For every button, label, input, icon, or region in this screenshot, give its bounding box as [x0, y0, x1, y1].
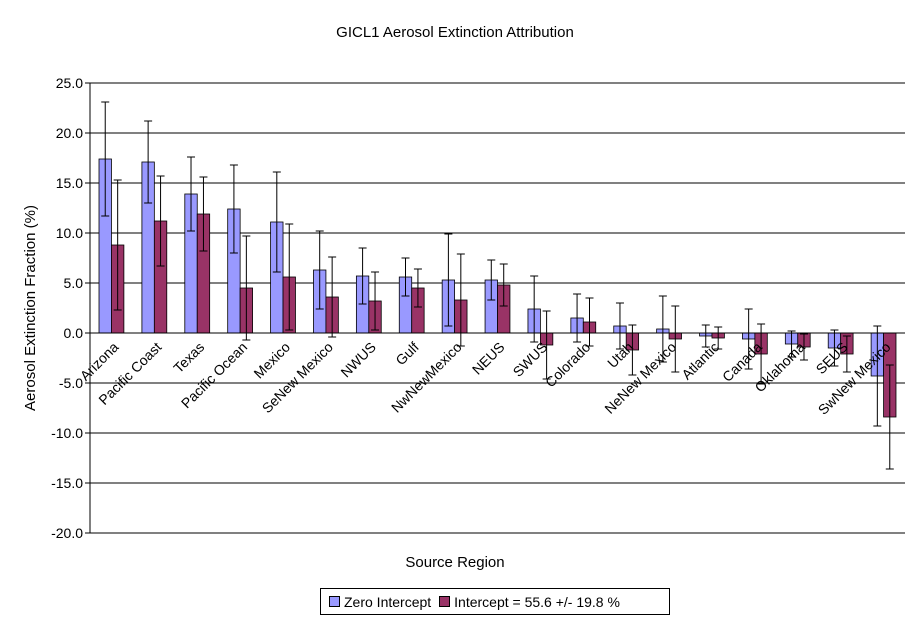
category-label: Atlantic: [678, 339, 722, 383]
y-tick-label: 10.0: [56, 225, 83, 241]
y-tick-label: 25.0: [56, 75, 83, 91]
y-tick-label: 0.0: [64, 325, 84, 341]
y-tick-label: -20.0: [51, 525, 83, 541]
legend-item-intercept: Intercept = 55.6 +/- 19.8 %: [439, 594, 620, 610]
category-label: Mexico: [250, 339, 293, 382]
y-tick-label: 20.0: [56, 125, 83, 141]
y-tick-label: -15.0: [51, 475, 83, 491]
category-label: NEUS: [469, 339, 508, 378]
x-axis-title: Source Region: [405, 554, 504, 571]
chart-title: GICL1 Aerosol Extinction Attribution: [336, 24, 574, 41]
legend-label-intercept: Intercept = 55.6 +/- 19.8 %: [454, 593, 620, 610]
y-tick-label: 15.0: [56, 175, 83, 191]
error-bars-group: [101, 101, 894, 470]
y-axis-title: Aerosol Extinction Fraction (%): [22, 205, 39, 411]
y-tick-labels: 25.0 20.0 15.0 10.0 5.0 0.0 -5.0 -10.0 -15.0 -20.…: [51, 75, 83, 541]
category-label: SWUS: [510, 339, 551, 380]
category-label: Gulf: [392, 339, 422, 369]
y-tick-label: 5.0: [64, 275, 84, 291]
legend-item-zero-intercept: Zero Intercept: [329, 594, 431, 610]
legend-swatch-zero-intercept: [329, 596, 340, 607]
legend: Zero Intercept Intercept = 55.6 +/- 19.8…: [320, 588, 670, 615]
y-tick-label: -10.0: [51, 425, 83, 441]
category-label: Texas: [170, 339, 207, 376]
legend-label-zero-intercept: Zero Intercept: [344, 593, 432, 610]
category-label: NWUS: [337, 339, 379, 381]
y-tick-label: -5.0: [59, 375, 83, 391]
legend-swatch-intercept: [439, 596, 451, 607]
